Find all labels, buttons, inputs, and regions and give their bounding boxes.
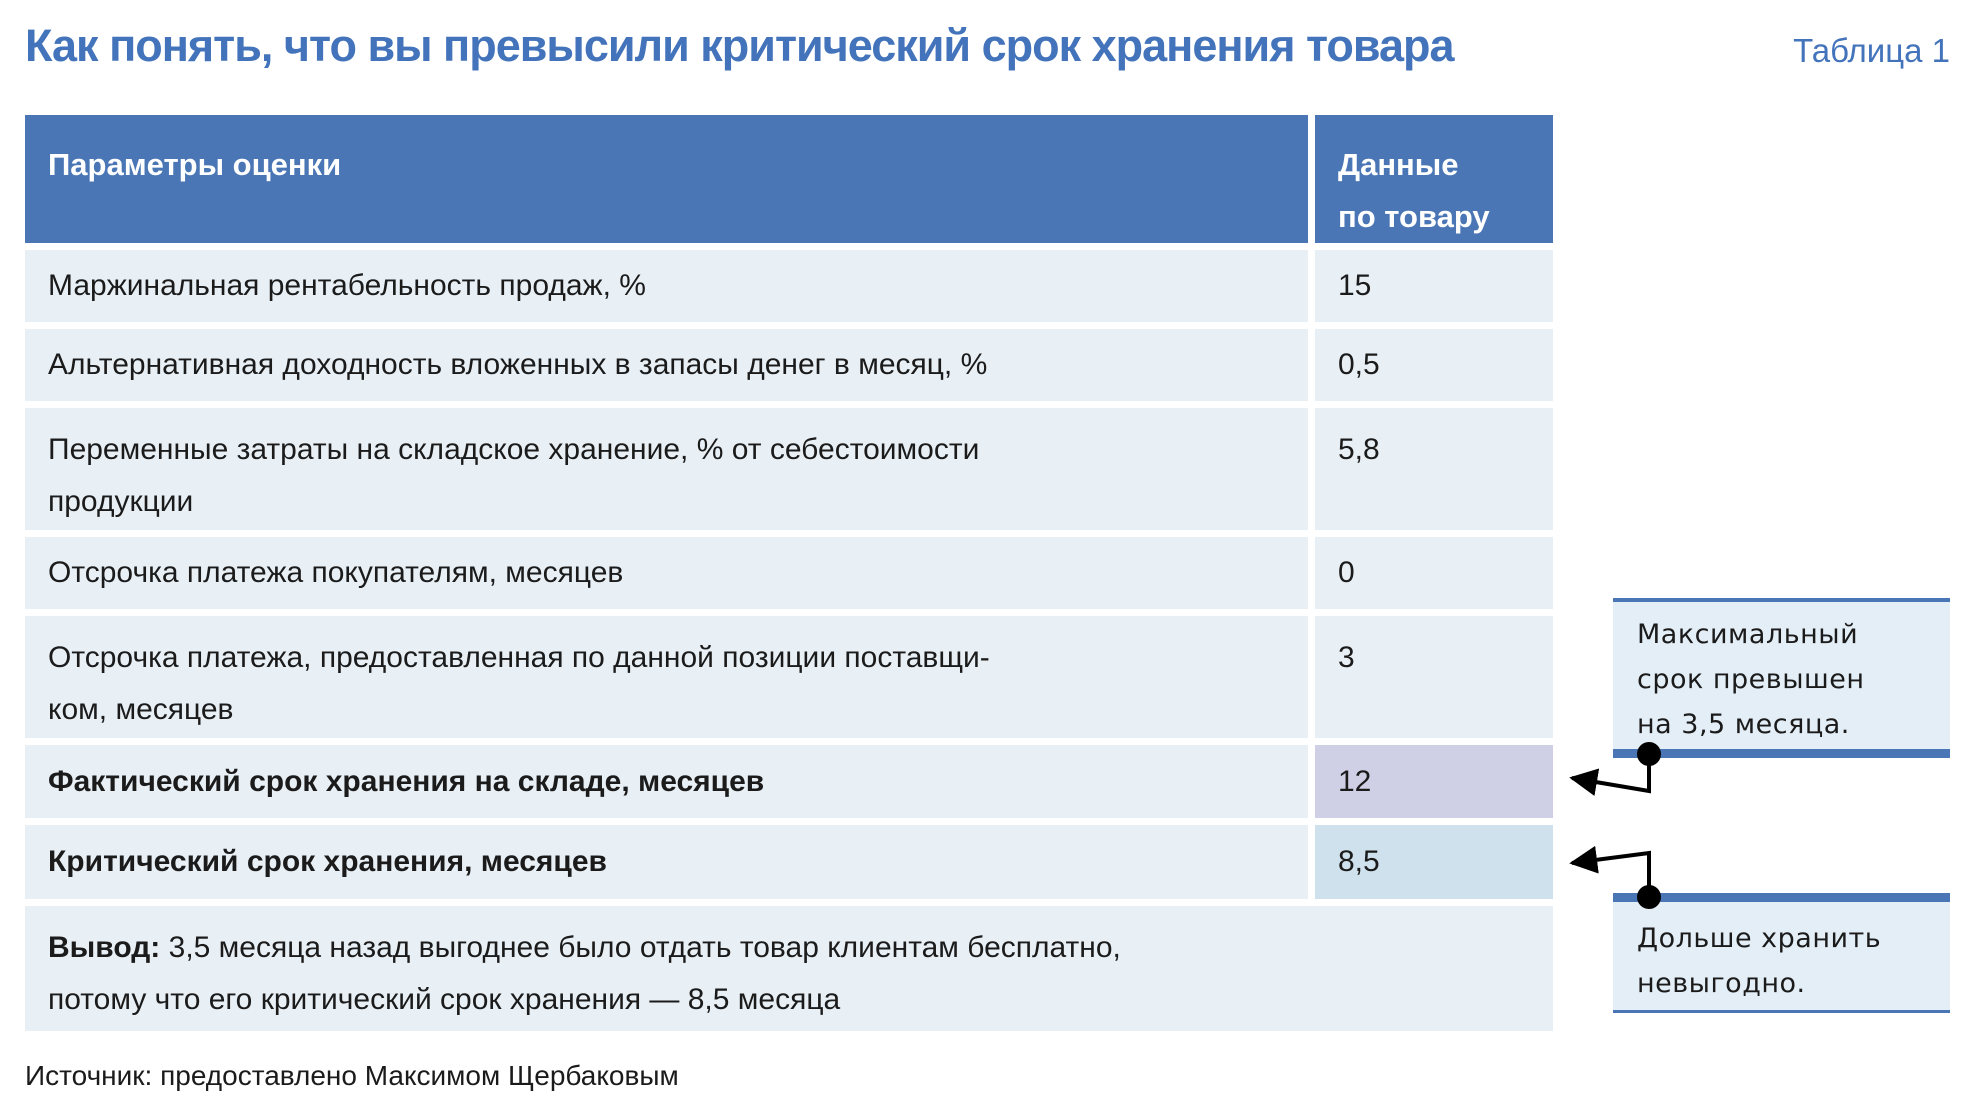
row-label: Альтернативная доходность вложенных в за…	[25, 329, 1308, 401]
row-value: 5,8	[1315, 408, 1553, 530]
conclusion-label: Вывод:	[48, 931, 161, 964]
table-row: Маржинальная рентабельность продаж, % 15	[25, 250, 1553, 322]
row-value-highlighted: 8,5	[1315, 825, 1553, 899]
evaluation-table: Параметры оценки Данные по товару Маржин…	[25, 115, 1553, 1031]
row-value: 3	[1315, 616, 1553, 738]
header-product-data: Данные по товару	[1315, 115, 1553, 243]
arrow-to-critical-storage-icon	[1569, 845, 1651, 897]
arrow-to-actual-storage-icon	[1569, 754, 1651, 796]
source-line: Источник: предоставлено Максимом Щербако…	[25, 1060, 679, 1091]
callout-storing-unprofitable: Дольше хранить невыгодно.	[1613, 893, 1950, 1013]
table-row: Отсрочка платежа покупателям, месяцев 0	[25, 537, 1553, 609]
row-value-highlighted: 12	[1315, 745, 1553, 818]
header-parameters: Параметры оценки	[25, 115, 1308, 243]
row-label: Критический срок хранения, месяцев	[25, 825, 1308, 899]
row-label: Переменные затраты на складское хранение…	[25, 408, 1308, 530]
row-value: 0,5	[1315, 329, 1553, 401]
row-label: Маржинальная рентабельность продаж, %	[25, 250, 1308, 322]
table-row: Альтернативная доходность вложенных в за…	[25, 329, 1553, 401]
callout-max-term-exceeded: Максимальный срок превышен на 3,5 месяца…	[1613, 598, 1950, 758]
row-label: Отсрочка платежа покупателям, месяцев	[25, 537, 1308, 609]
row-label: Фактический срок хранения на складе, мес…	[25, 745, 1308, 818]
row-value: 0	[1315, 537, 1553, 609]
table-row: Отсрочка платежа, предоставленная по дан…	[25, 616, 1553, 738]
conclusion-row: Вывод: 3,5 месяца назад выгоднее было от…	[25, 906, 1553, 1031]
row-label: Отсрочка платежа, предоставленная по дан…	[25, 616, 1308, 738]
table-row-actual-storage: Фактический срок хранения на складе, мес…	[25, 745, 1553, 818]
conclusion-text: 3,5 месяца назад выгоднее было отдать то…	[48, 931, 1121, 1016]
page-title: Как понять, что вы превысили критический…	[25, 20, 1455, 71]
table-header-row: Параметры оценки Данные по товару	[25, 115, 1553, 243]
table-row: Переменные затраты на складское хранение…	[25, 408, 1553, 530]
row-value: 15	[1315, 250, 1553, 322]
table-number-label: Таблица 1	[1793, 32, 1950, 69]
table-row-critical-storage: Критический срок хранения, месяцев 8,5	[25, 825, 1553, 899]
